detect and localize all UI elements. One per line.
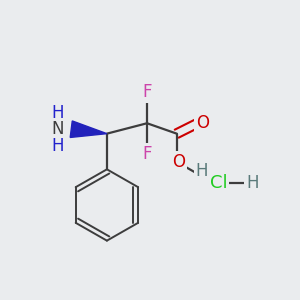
Text: Cl: Cl (209, 174, 227, 192)
Text: H: H (246, 174, 259, 192)
Text: O: O (172, 153, 185, 171)
Text: H: H (52, 104, 64, 122)
Text: F: F (142, 146, 152, 164)
Text: N: N (52, 120, 64, 138)
Text: H: H (196, 162, 208, 180)
Text: H: H (52, 136, 64, 154)
Text: O: O (196, 114, 209, 132)
Polygon shape (70, 121, 107, 137)
Text: F: F (142, 83, 152, 101)
